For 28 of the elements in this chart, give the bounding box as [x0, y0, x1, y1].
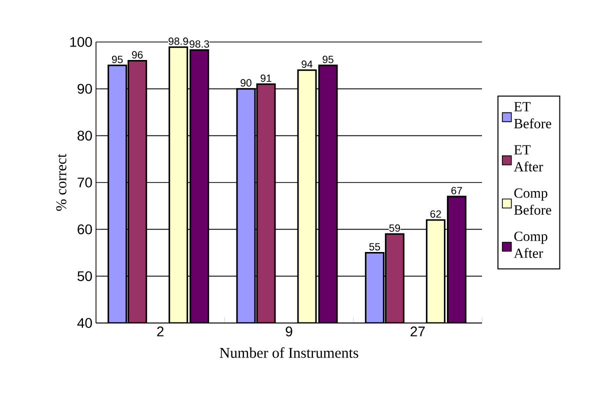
y-tick-label: 70 [78, 178, 92, 188]
legend-label: ET Before [514, 102, 552, 128]
y-axis-title: % correct [56, 154, 66, 211]
x-axis-title: Number of Instruments [220, 347, 358, 358]
legend-label: Comp After [514, 232, 548, 258]
data-label: 98.3 [190, 40, 210, 48]
data-label: 98.9 [168, 38, 188, 45]
data-label: 95 [112, 56, 123, 64]
y-tick-label: 90 [78, 84, 92, 94]
x-tick-label: 2 [157, 326, 164, 336]
data-label: 94 [302, 60, 313, 68]
y-tick-label: 100 [70, 37, 92, 47]
y-tick-label: 80 [78, 130, 92, 141]
data-label: 96 [132, 51, 143, 58]
legend-label: Comp Before [514, 188, 552, 215]
data-label: 90 [240, 79, 252, 87]
data-label: 95 [322, 56, 334, 64]
data-label: 59 [389, 224, 400, 232]
y-tick-label: 60 [78, 224, 92, 234]
legend-label: ET After [514, 145, 544, 172]
data-label: 62 [430, 210, 441, 218]
data-label: 55 [369, 243, 380, 251]
y-tick-label: 40 [77, 318, 92, 328]
data-label: 91 [260, 74, 272, 82]
data-label: 67 [451, 186, 462, 194]
x-tick-label: 9 [286, 326, 292, 336]
x-tick-label: 27 [410, 326, 425, 336]
y-tick-label: 50 [78, 271, 92, 282]
